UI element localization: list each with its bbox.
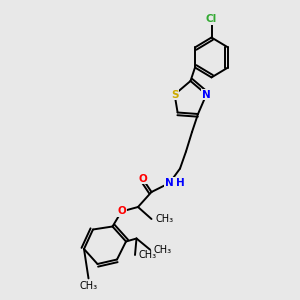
Text: S: S: [171, 89, 178, 100]
Text: CH₃: CH₃: [139, 250, 157, 260]
Text: CH₃: CH₃: [80, 281, 98, 291]
Text: H: H: [176, 178, 185, 188]
Text: O: O: [117, 206, 126, 217]
Text: N: N: [202, 89, 211, 100]
Text: CH₃: CH₃: [154, 244, 172, 255]
Text: N: N: [165, 178, 174, 188]
Text: Cl: Cl: [206, 14, 217, 25]
Text: O: O: [138, 173, 147, 184]
Text: CH₃: CH₃: [156, 214, 174, 224]
